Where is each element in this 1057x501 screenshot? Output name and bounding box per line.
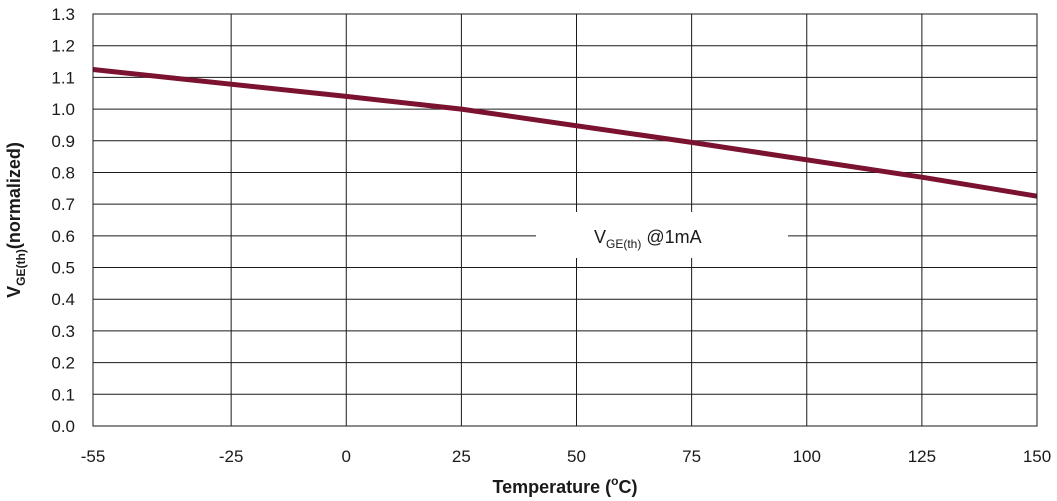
x-tick-labels: -55 -25 0 25 50 75 100 125 150 xyxy=(81,447,1051,466)
y-tick-label: 0.1 xyxy=(51,385,75,404)
x-tick-label: -25 xyxy=(219,447,244,466)
y-axis-title-main: V xyxy=(4,286,24,298)
x-tick-label: 75 xyxy=(682,447,701,466)
y-tick-label: 0.3 xyxy=(51,322,75,341)
y-tick-label: 0.7 xyxy=(51,195,75,214)
y-tick-label: 0.6 xyxy=(51,227,75,246)
y-tick-label: 1.3 xyxy=(51,5,75,24)
y-tick-labels: 0.0 0.1 0.2 0.3 0.4 0.5 0.6 0.7 0.8 0.9 1.0 1.1 1.2 1… xyxy=(51,5,75,436)
x-tick-label: 25 xyxy=(452,447,471,466)
x-tick-label: -55 xyxy=(81,447,106,466)
y-axis-title-tail: (normalized) xyxy=(4,142,24,249)
annotation-tail: @1mA xyxy=(641,227,701,247)
y-tick-label: 1.0 xyxy=(51,100,75,119)
x-tick-label: 0 xyxy=(342,447,351,466)
x-tick-label: 100 xyxy=(793,447,821,466)
x-axis-title-superscript: o xyxy=(611,474,618,488)
y-axis-title: VGE(th)(normalized) xyxy=(4,142,28,298)
y-tick-label: 0.4 xyxy=(51,290,75,309)
y-tick-label: 0.0 xyxy=(51,417,75,436)
y-tick-label: 0.2 xyxy=(51,354,75,373)
x-axis-title-tail: C) xyxy=(619,477,638,497)
annotation-main: V xyxy=(594,227,606,247)
x-tick-label: 150 xyxy=(1023,447,1051,466)
x-axis-title: Temperature (oC) xyxy=(492,474,637,497)
y-axis-title-subscript: GE(th) xyxy=(14,249,28,286)
annotation-subscript: GE(th) xyxy=(606,237,641,251)
series-group xyxy=(92,67,1038,199)
x-tick-label: 125 xyxy=(908,447,936,466)
y-tick-label: 0.9 xyxy=(51,132,75,151)
annotation-background xyxy=(536,212,788,258)
annotation-label: VGE(th) @1mA xyxy=(594,227,702,251)
plot-frame xyxy=(92,13,1038,427)
y-tick-label: 1.2 xyxy=(51,37,75,56)
y-tick-label: 0.8 xyxy=(51,163,75,182)
series-line xyxy=(92,67,1038,199)
x-axis-title-main: Temperature ( xyxy=(492,477,611,497)
y-tick-label: 0.5 xyxy=(51,259,75,278)
annotation: VGE(th) @1mA xyxy=(536,212,788,258)
x-tick-label: 50 xyxy=(567,447,586,466)
y-tick-label: 1.1 xyxy=(51,68,75,87)
